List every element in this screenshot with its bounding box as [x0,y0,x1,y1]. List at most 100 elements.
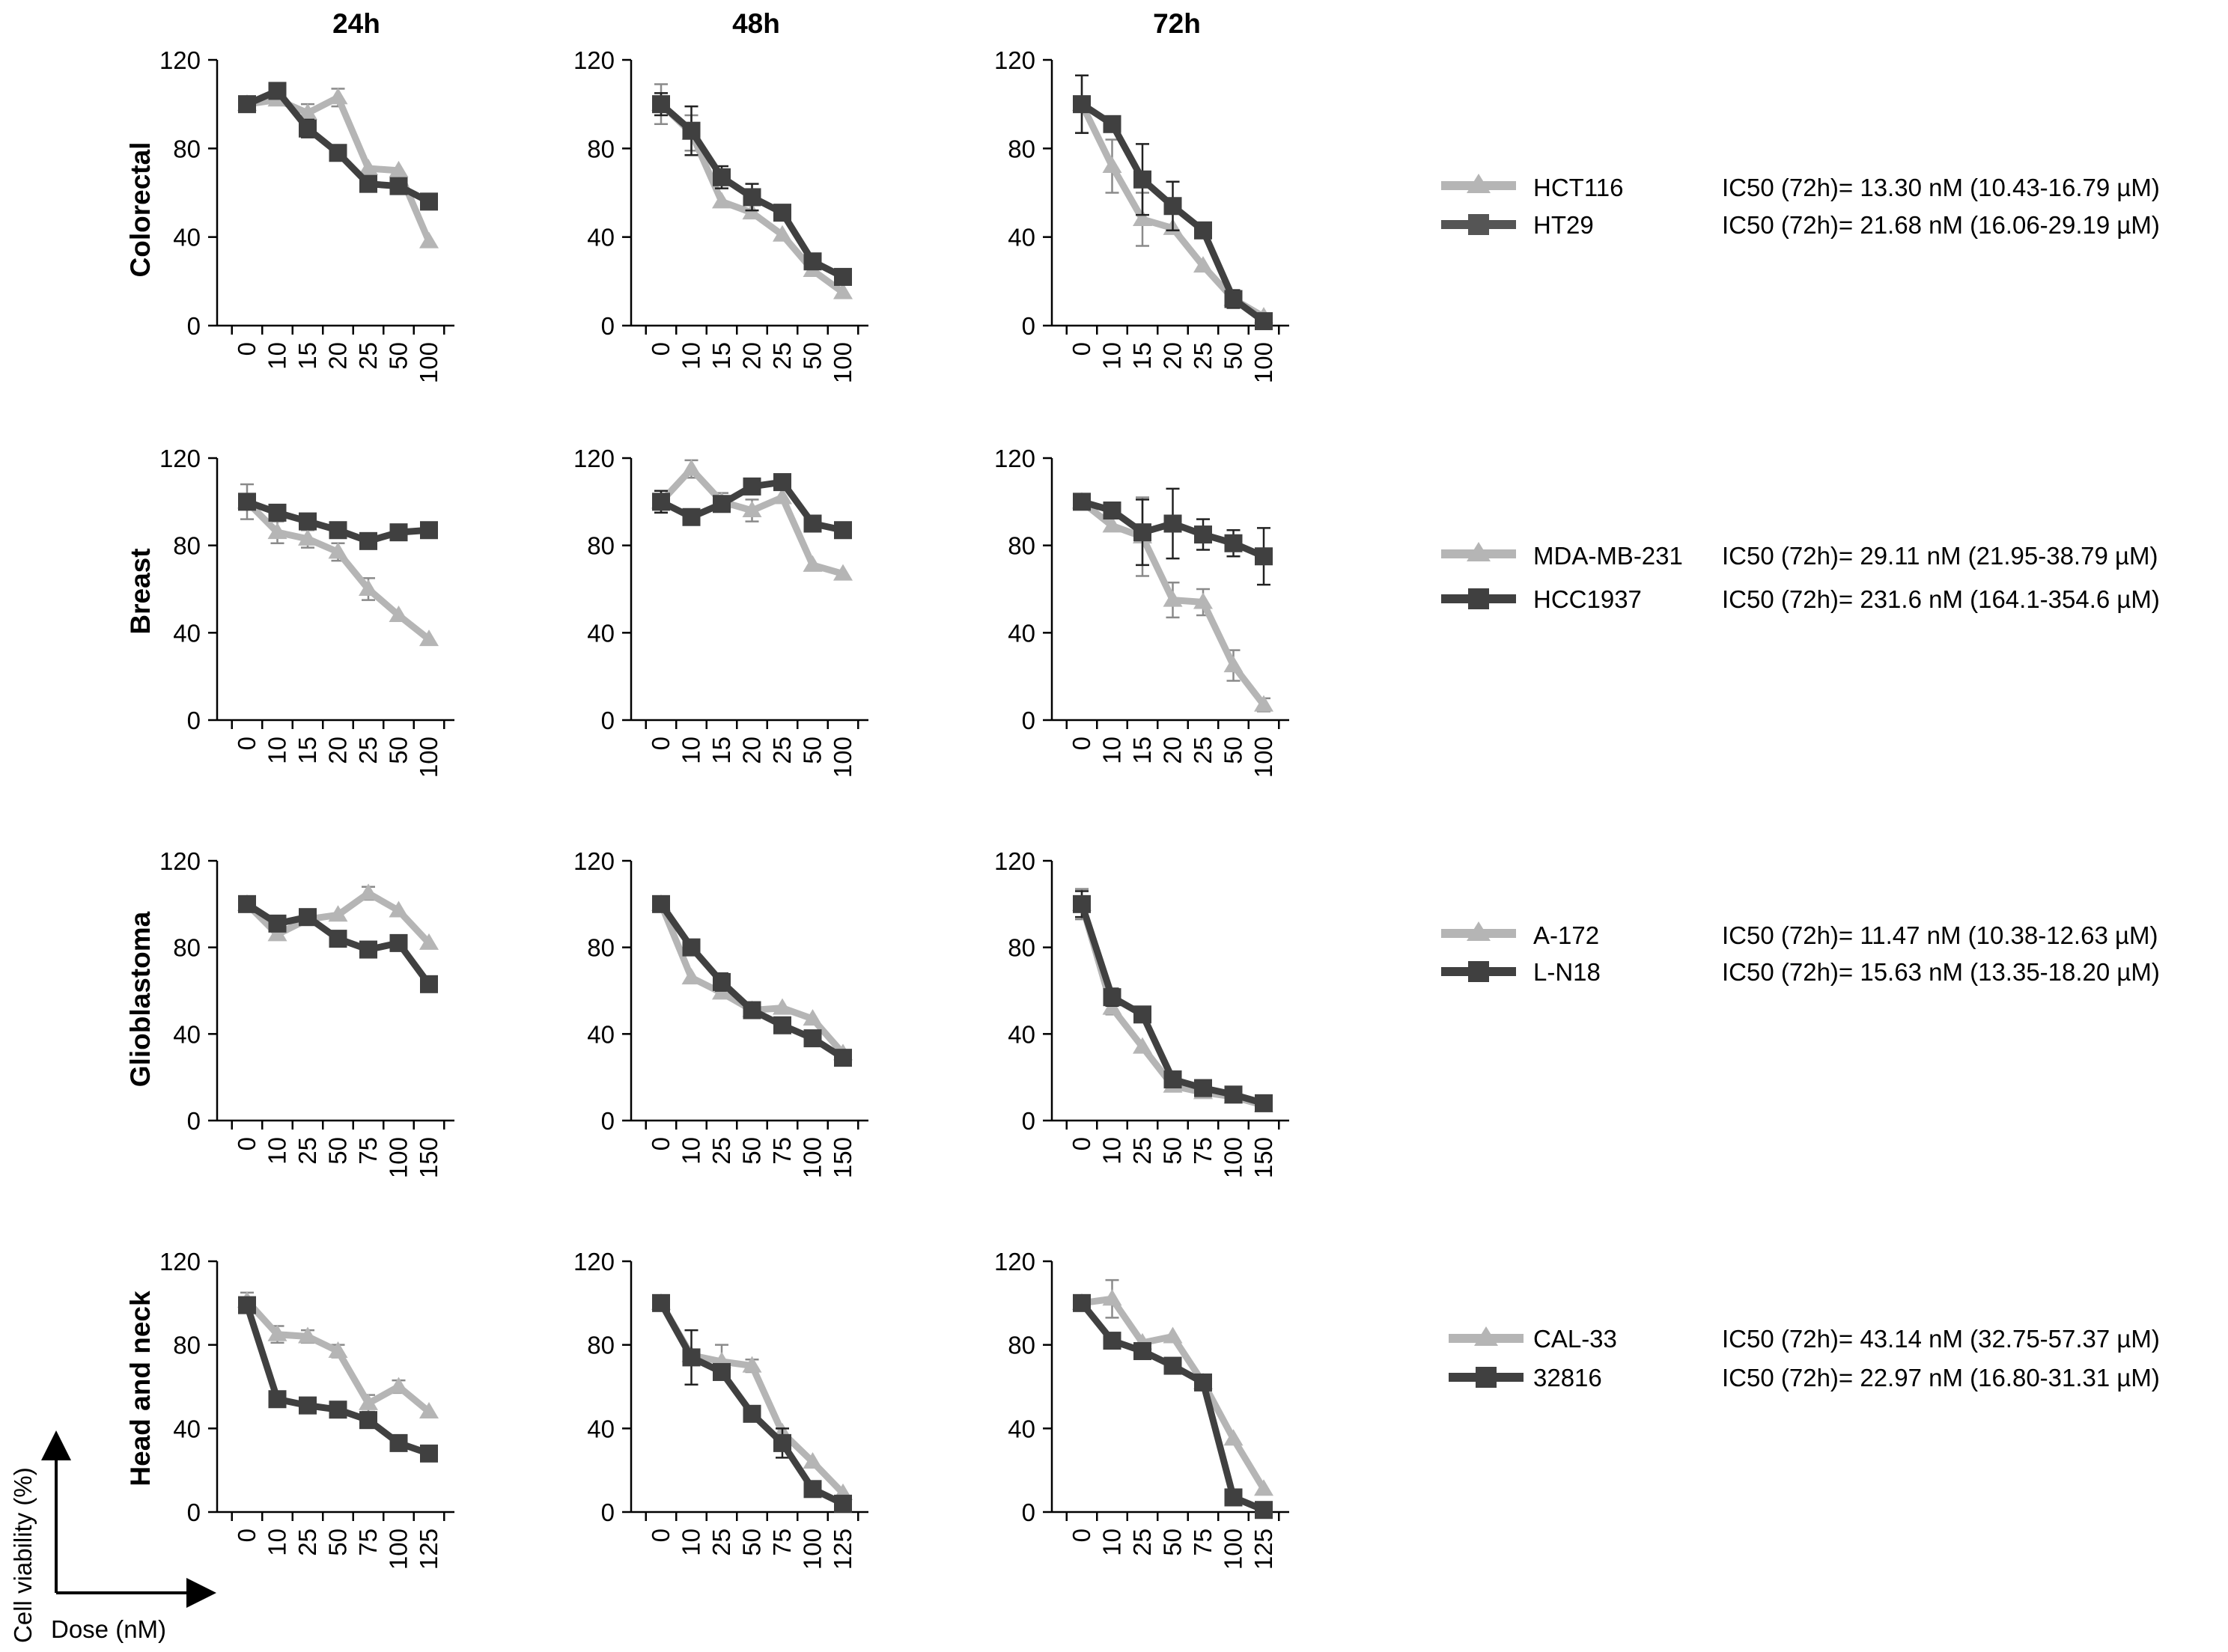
row-label-breast: Breast [125,548,156,634]
y-tick-label: 0 [601,707,615,734]
data-point-square [1194,221,1212,240]
x-tick-label: 100 [829,737,856,778]
data-point-square [238,95,256,114]
data-point-triangle [1193,592,1213,609]
x-tick-label: 10 [264,1528,291,1556]
data-point-square [389,1433,408,1452]
legend-ic50-mda-mb-231: IC50 (72h)= 29.11 nM (21.95-38.79 µM) [1722,542,2158,570]
x-tick-label: 100 [1250,342,1277,383]
data-point-triangle [742,501,762,517]
y-tick-label: 80 [173,1332,201,1359]
data-point-triangle [773,998,792,1015]
y-tick-label: 120 [159,46,201,74]
x-tick-label: 25 [768,342,796,370]
data-point-square [389,933,408,952]
data-point-square [803,1029,822,1048]
data-point-square [1073,1293,1091,1312]
data-point-square [1103,502,1121,519]
data-point-triangle [1102,156,1122,173]
y-tick-label: 40 [173,1415,201,1442]
x-tick-label: 125 [415,1528,442,1570]
data-point-square [238,1296,256,1314]
legend-breast: MDA-MB-231 IC50 (72h)= 29.11 nM (21.95-3… [1441,542,2160,613]
data-point-square [1163,197,1182,216]
data-point-square [420,975,438,993]
y-tick-label: 120 [573,847,615,875]
y-tick-label: 40 [587,619,615,647]
data-point-square [359,174,377,193]
data-point-triangle [359,158,378,175]
triangle-icon [1467,542,1491,561]
x-tick-label: 50 [1159,1528,1187,1556]
column-title-72h: 72h [1153,8,1201,39]
data-point-square [1255,312,1273,331]
data-point-triangle [389,160,409,177]
y-tick-label: 0 [601,312,615,340]
data-point-triangle [419,1402,439,1418]
series-32816 [1073,1293,1273,1520]
x-tick-label: 0 [647,1137,675,1150]
data-point-square [268,914,287,933]
x-tick-label: 50 [385,737,413,764]
y-tick-label: 80 [1008,934,1035,962]
data-point-square [329,521,347,540]
x-indicator-label: Dose (nM) [51,1615,166,1643]
x-tick-label: 20 [324,737,352,764]
data-point-square [389,523,408,542]
data-point-square [1163,1356,1182,1375]
y-tick-label: 0 [1022,707,1035,734]
x-tick-label: 15 [293,342,321,370]
x-tick-label: 10 [1098,1528,1126,1556]
x-tick-label: 50 [1220,737,1247,764]
data-point-square [713,495,731,513]
data-point-triangle [1193,256,1213,273]
data-point-square [299,119,317,138]
x-tick-label: 50 [385,342,413,370]
data-point-triangle [773,225,792,242]
y-tick-label: 80 [173,532,201,560]
x-tick-label: 100 [1220,1528,1247,1570]
data-point-square [773,473,791,492]
x-tick-label: 0 [1068,1137,1095,1150]
data-point-triangle [773,487,792,505]
data-point-triangle [298,103,317,120]
legend-ic50-ht29: IC50 (72h)= 21.68 nM (16.06-29.19 µM) [1722,211,2160,239]
y-tick-label: 80 [587,135,615,162]
x-tick-label: 10 [678,1528,705,1556]
data-point-triangle [803,555,823,572]
x-tick-label: 10 [264,737,291,764]
y-tick-label: 40 [173,619,201,647]
data-point-square [773,1016,791,1034]
data-point-square [713,168,731,186]
series-l-n18 [652,894,852,1067]
data-point-square [803,514,822,533]
data-point-square [359,1411,377,1430]
y-tick-label: 40 [1008,619,1035,647]
x-tick-label: 100 [415,737,442,778]
y-tick-label: 120 [159,1248,201,1275]
data-point-triangle [1102,1289,1122,1306]
x-tick-label: 10 [678,1137,705,1165]
y-tick-label: 80 [587,934,615,962]
x-tick-label: 15 [707,737,735,764]
x-tick-label: 25 [293,1137,321,1165]
data-point-square [1194,1373,1212,1392]
x-tick-label: 75 [768,1137,796,1165]
data-point-square [834,1494,852,1513]
legend-ic50-hct116: IC50 (72h)= 13.30 nM (10.43-16.79 µM) [1722,174,2160,201]
x-tick-label: 10 [1098,342,1126,370]
data-point-square [1255,1094,1273,1112]
data-point-square [359,940,377,959]
x-tick-label: 75 [1189,1137,1217,1165]
data-point-square [652,95,670,114]
row-label-colorectal: Colorectal [125,142,156,278]
data-point-triangle [742,1356,762,1373]
y-indicator-label: Cell viability (%) [9,1467,37,1643]
column-title-24h: 24h [332,8,380,39]
data-point-square [329,144,347,162]
data-point-square [359,531,377,550]
